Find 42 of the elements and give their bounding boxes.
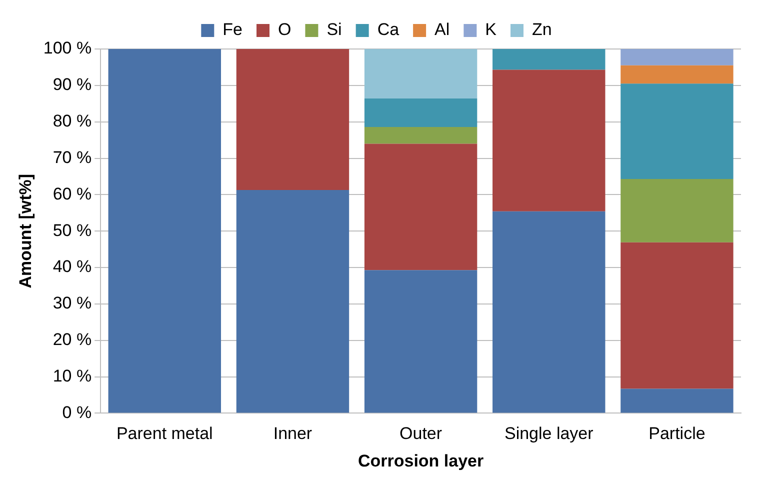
legend-label: Zn: [532, 20, 552, 40]
y-tick-label: 60 %: [52, 184, 92, 204]
bar: [364, 270, 478, 413]
legend-label: K: [485, 20, 498, 40]
y-tick-label: 0 %: [62, 402, 92, 422]
bar: [492, 70, 606, 212]
x-tick-label: Parent metal: [116, 424, 213, 444]
y-tick-label: 70 %: [52, 148, 92, 167]
y-tick-label: 100 %: [43, 38, 92, 58]
bar: [364, 98, 478, 127]
y-tick-label: 40 %: [52, 257, 92, 276]
bar: [620, 65, 734, 84]
x-tick-label: Single layer: [504, 424, 594, 444]
bar: [620, 179, 734, 242]
y-axis-title: Amount [wt%]: [16, 174, 35, 288]
y-tick-label: 80 %: [52, 112, 92, 131]
bar: [364, 49, 478, 99]
x-tick-label: Particle: [648, 424, 706, 444]
x-axis-title: Corrosion layer: [358, 451, 484, 470]
legend-label: Ca: [377, 20, 400, 40]
bar: [492, 211, 606, 413]
y-tick-label: 50 %: [52, 220, 92, 240]
bar: [236, 190, 350, 413]
legend-label: Al: [434, 20, 450, 40]
bar: [620, 242, 734, 389]
legend-label: Si: [326, 20, 342, 40]
bar: [364, 126, 478, 144]
legend-label: O: [278, 20, 292, 40]
bar: [620, 84, 734, 180]
bar: [108, 49, 221, 413]
x-tick-label: Outer: [400, 424, 442, 444]
legend-label: Fe: [222, 20, 242, 40]
bar: [236, 49, 350, 190]
bar: [620, 49, 734, 66]
y-tick-label: 90 %: [52, 75, 92, 94]
y-tick-label: 30 %: [52, 294, 92, 313]
y-tick-label: 10 %: [52, 366, 92, 386]
y-tick-label: 20 %: [52, 330, 92, 350]
bar: [492, 49, 606, 70]
x-tick-label: Inner: [273, 424, 312, 444]
bar: [364, 144, 478, 270]
bar: [620, 388, 734, 413]
